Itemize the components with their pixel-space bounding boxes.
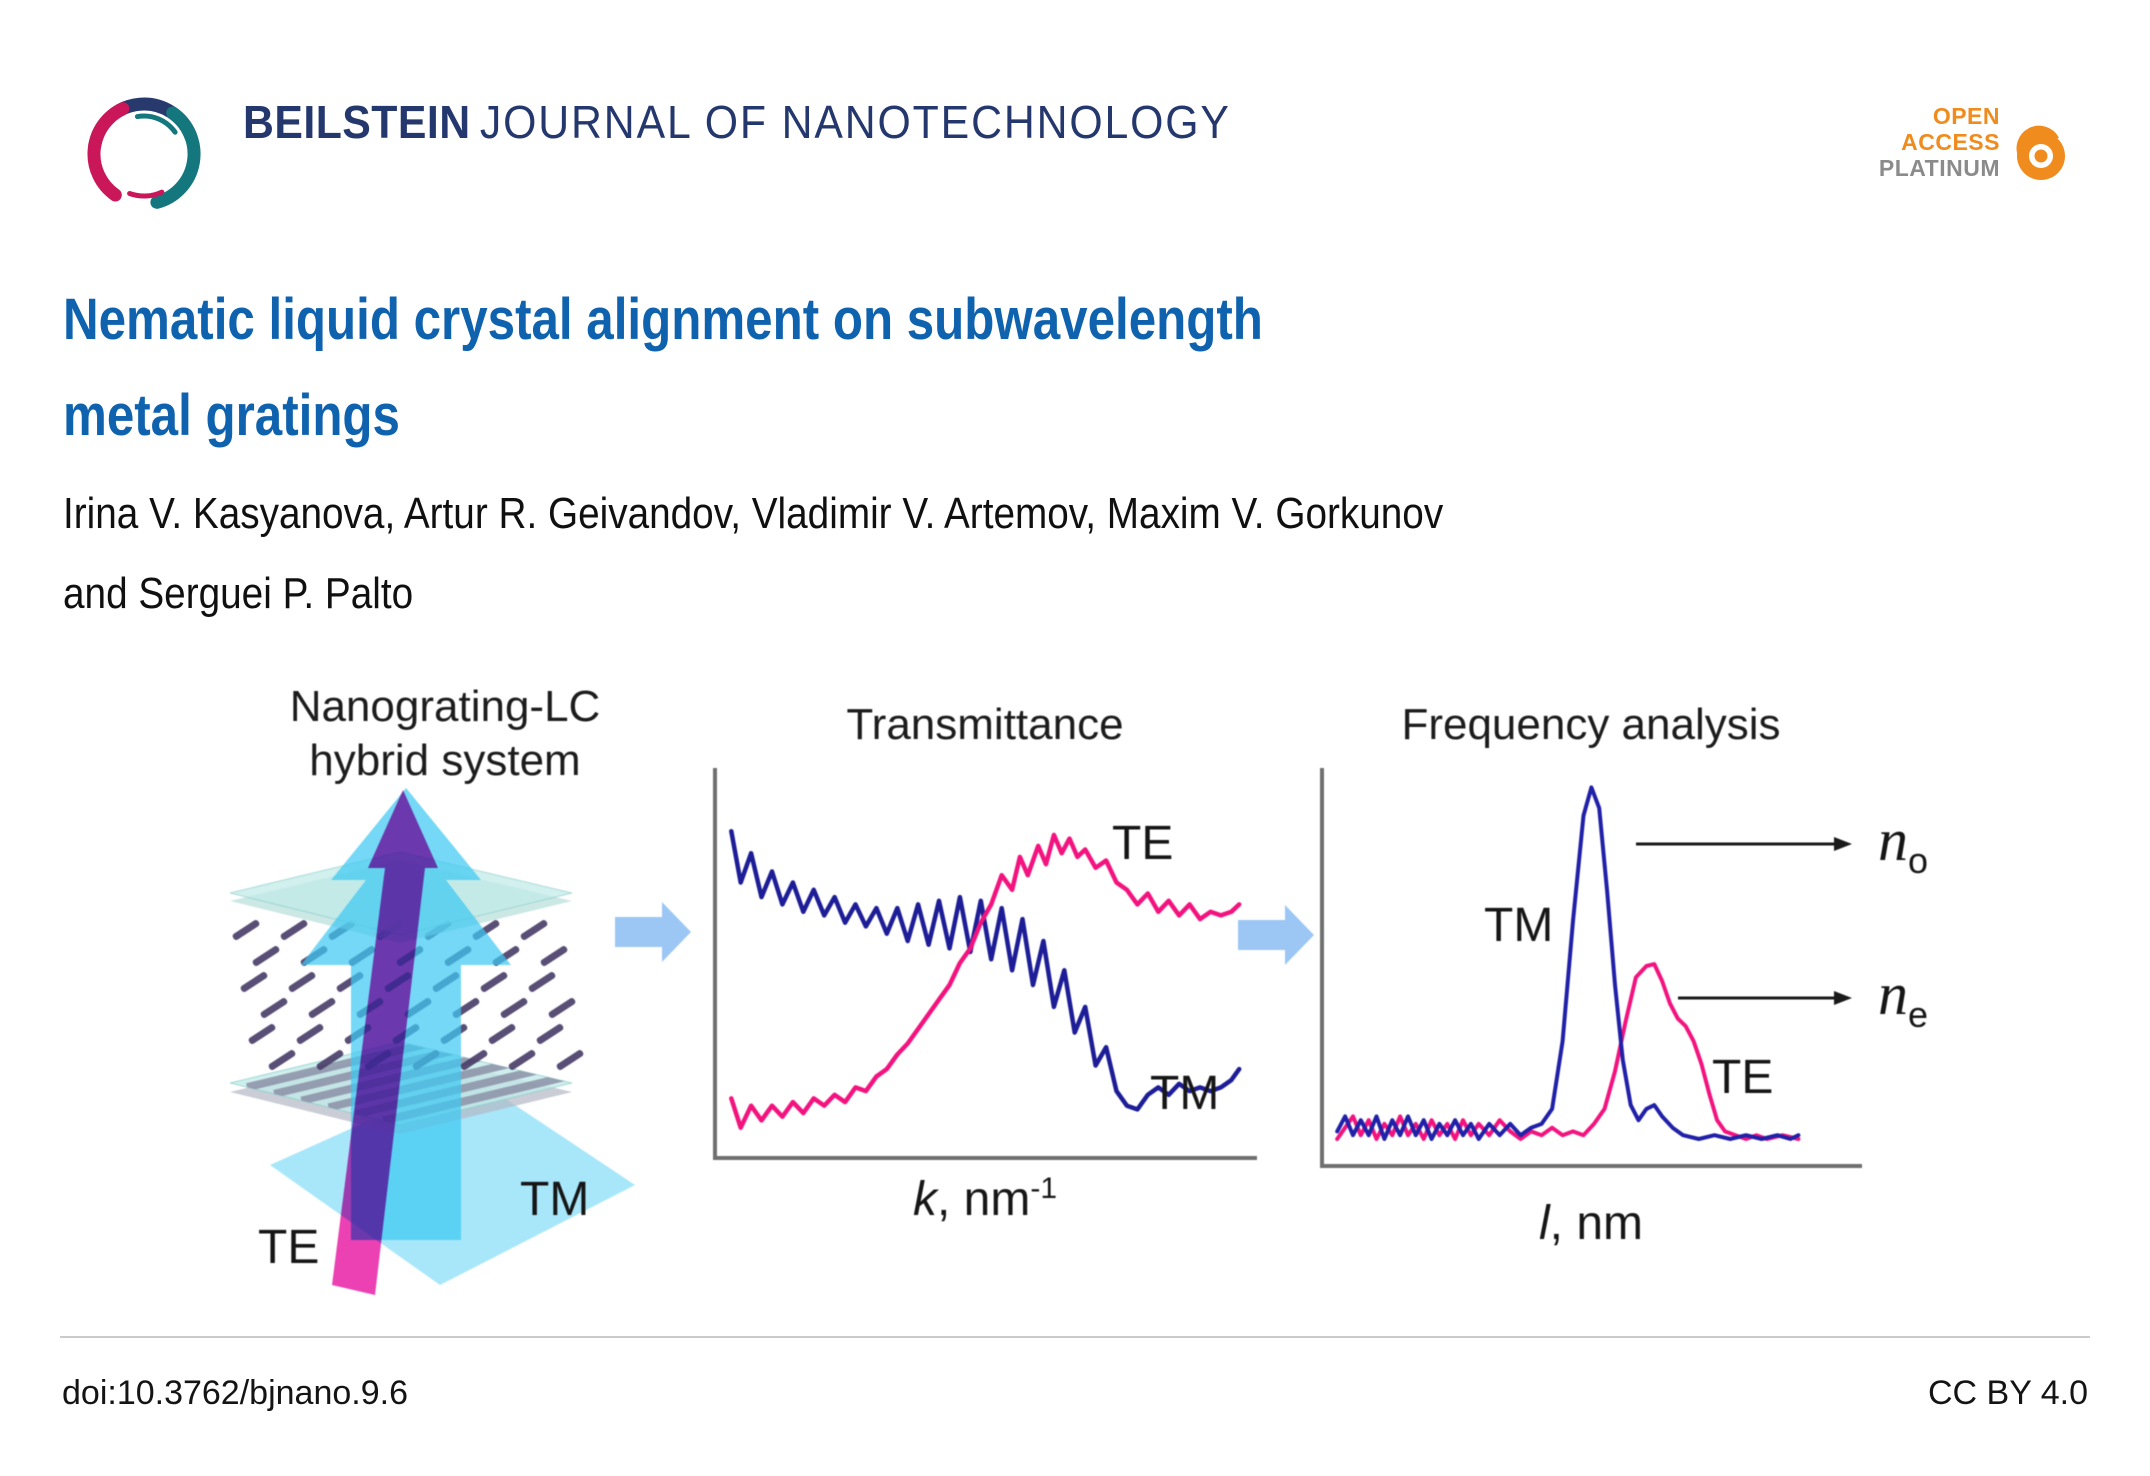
beilstein-logo-icon (87, 97, 201, 209)
right-panel-title: Frequency analysis (1401, 700, 1781, 749)
l-symbol: l (1538, 1197, 1550, 1250)
graphical-abstract: Nanograting-LC hybrid system TE TM (0, 640, 2150, 1320)
arrow-to-ne-icon (1678, 991, 1852, 1005)
journal-wordmark: BEILSTEIN JOURNAL OF NANOTECHNOLOGY (243, 96, 1231, 148)
journal-wordmark-rest: JOURNAL OF NANOTECHNOLOGY (479, 96, 1231, 148)
article-title-line2: metal gratings (63, 383, 400, 448)
right-panel-tm-label: TM (1484, 899, 1554, 952)
doi-text: doi:10.3762/bjnano.9.6 (62, 1374, 408, 1412)
curve-te (1335, 962, 1801, 1141)
article-authors: Irina V. Kasyanova, Artur R. Geivandov, … (63, 474, 1823, 634)
curve-tm (729, 828, 1242, 1112)
n-o-subscript: o (1908, 840, 1929, 881)
right-panel-te-label: TE (1712, 1051, 1774, 1104)
n-ordinary-label: no (1878, 806, 1928, 882)
arrow-to-no-icon (1636, 837, 1852, 851)
open-access-lock-icon (2016, 125, 2065, 180)
right-panel-xaxis-label: l, nm (1322, 1196, 1860, 1251)
middle-panel-te-label: TE (1112, 817, 1174, 870)
middle-panel-tm-label: TM (1150, 1067, 1220, 1120)
k-unit: , nm (936, 1173, 1031, 1226)
n-e-subscript: e (1908, 994, 1929, 1035)
footer-divider (60, 1336, 2090, 1338)
n-e-base: n (1878, 961, 1908, 1027)
journal-wordmark-bold: BEILSTEIN (243, 96, 471, 148)
left-panel-title-line2: hybrid system (309, 736, 581, 785)
license-text: CC BY 4.0 (1927, 1374, 2088, 1412)
left-panel-title-line1: Nanograting-LC (289, 682, 601, 731)
l-unit: , nm (1549, 1197, 1644, 1250)
left-panel-title: Nanograting-LC hybrid system (240, 680, 650, 788)
n-extraordinary-label: ne (1878, 960, 1928, 1036)
k-exponent: -1 (1030, 1172, 1058, 1205)
nanograting-lc-illustration (229, 788, 635, 1295)
article-title-line1: Nematic liquid crystal alignment on subw… (63, 287, 1263, 352)
badge-platinum: PLATINUM (1878, 155, 2000, 181)
curve-tm (1335, 785, 1801, 1141)
frequency-curves (1335, 785, 1801, 1141)
frequency-chart (1320, 768, 1862, 1168)
badge-open: OPEN (1932, 103, 2000, 129)
connector-arrow-1-icon (615, 902, 691, 962)
article-authors-line2: and Serguei P. Palto (63, 569, 414, 618)
connector-arrow-2-icon (1238, 905, 1314, 965)
left-panel-tm-label: TM (520, 1173, 590, 1226)
left-panel-te-label: TE (258, 1221, 320, 1274)
badge-access: ACCESS (1901, 129, 2000, 155)
magenta-up-arrow (332, 790, 438, 1295)
transmittance-chart (713, 768, 1257, 1160)
transmittance-curves (729, 828, 1242, 1130)
middle-panel-title: Transmittance (846, 700, 1124, 749)
open-access-badge: OPEN ACCESS PLATINUM (1830, 103, 2000, 181)
n-o-base: n (1878, 807, 1908, 873)
article-authors-line1: Irina V. Kasyanova, Artur R. Geivandov, … (63, 489, 1444, 538)
k-symbol: k (912, 1173, 937, 1226)
middle-panel-xaxis-label: k, nm-1 (713, 1172, 1257, 1227)
curve-te (729, 832, 1242, 1130)
article-title: Nematic liquid crystal alignment on subw… (63, 272, 1763, 464)
